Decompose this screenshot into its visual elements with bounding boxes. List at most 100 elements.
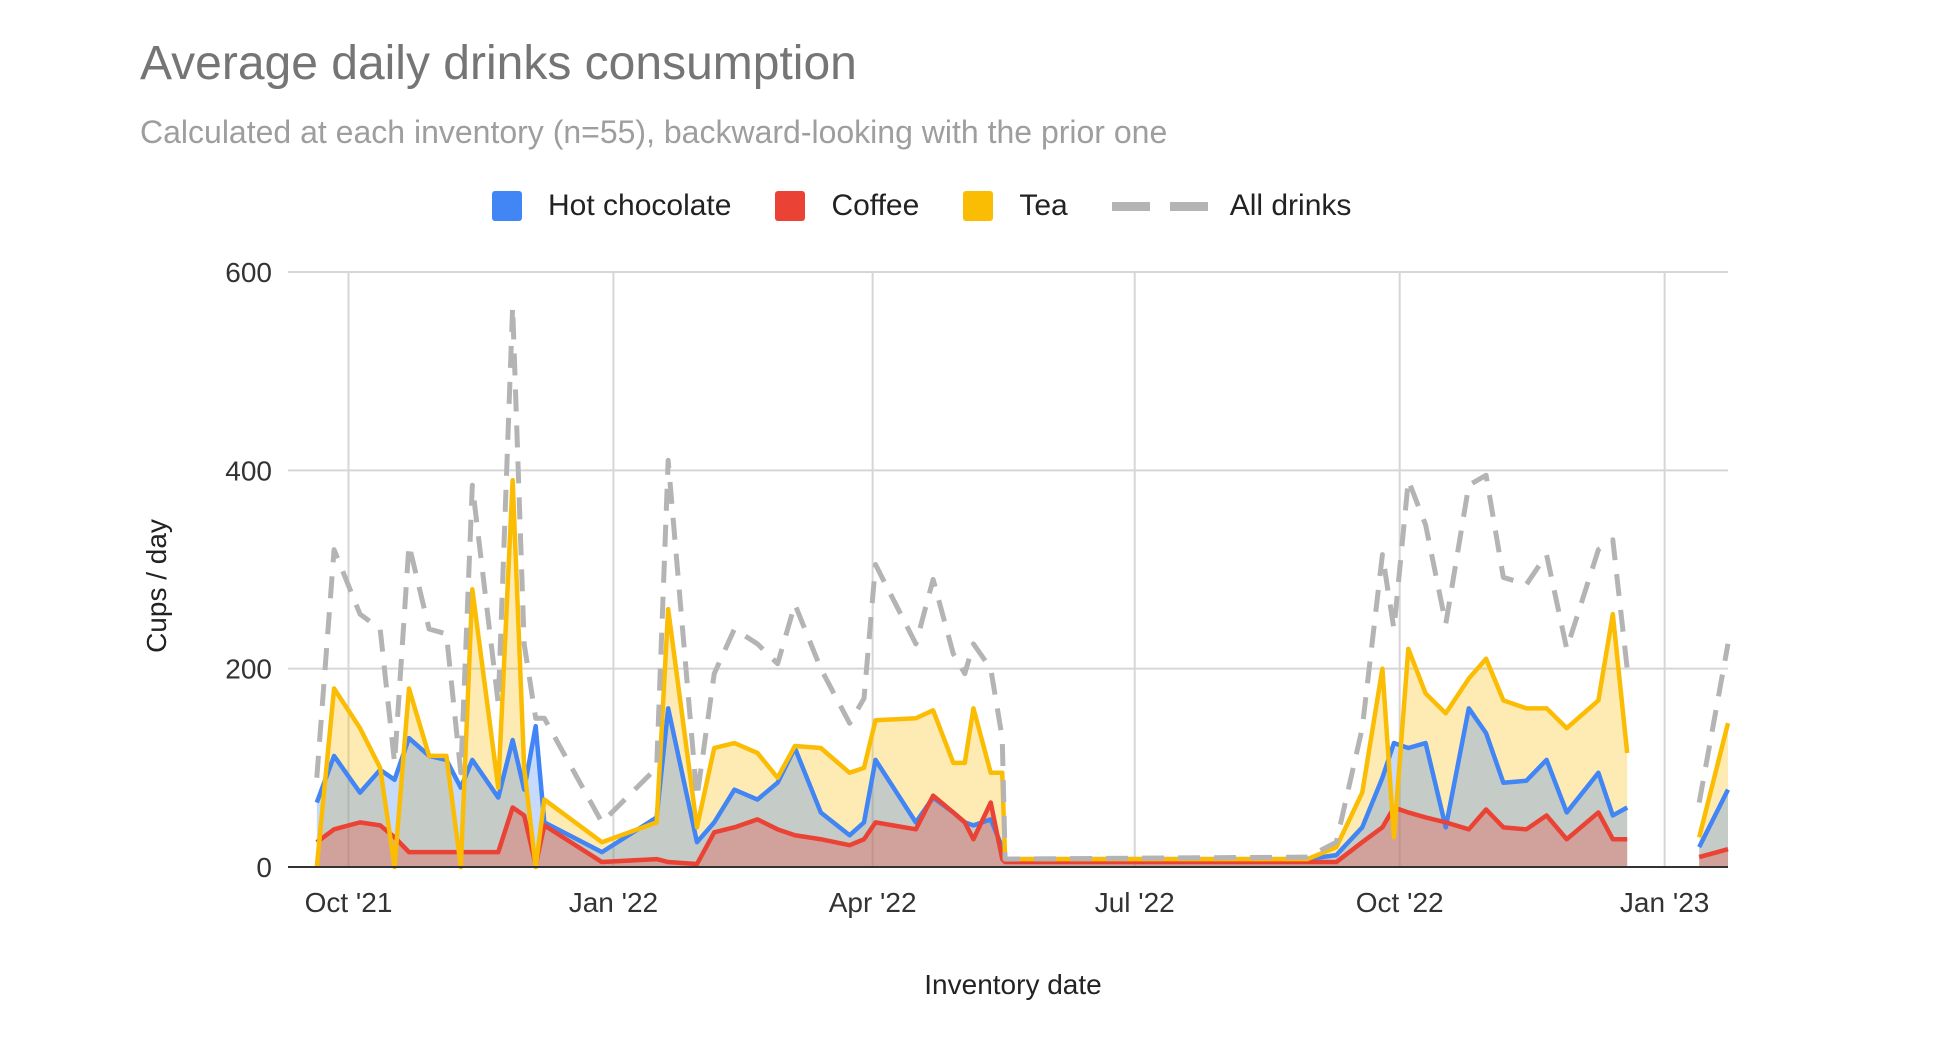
line-hot-chocolate [1697,788,1731,849]
point-all [1424,523,1428,527]
point-coffee [931,794,935,798]
point-hot-chocolate [874,758,878,762]
point-hot-chocolate [848,833,852,837]
point-coffee [951,810,955,814]
x-tick-label: Oct '21 [305,887,393,918]
x-tick-label: Apr '22 [829,887,917,918]
legend-label-hot-chocolate: Hot chocolate [548,189,732,222]
point-coffee [358,820,362,824]
point-hot-chocolate [755,798,759,802]
point-tea [332,687,336,691]
point-all [1306,855,1310,859]
point-coffee [444,850,448,854]
y-tick-label: 200 [225,654,272,685]
point-tea [666,607,670,611]
point-coffee [1697,855,1701,859]
point-hot-chocolate [1444,825,1448,829]
point-coffee [1625,837,1629,841]
line-coffee [315,793,1628,868]
point-hot-chocolate [600,850,604,854]
point-all [712,672,716,676]
point-tea [1484,657,1488,661]
line-all [314,304,1630,862]
point-all [1334,840,1338,844]
point-hot-chocolate [1501,781,1505,785]
point-all [522,642,526,646]
x-tick-label: Jan '22 [569,887,658,918]
point-coffee [971,837,975,841]
point-coffee [793,833,797,837]
point-hot-chocolate [407,736,411,740]
point-all [666,458,670,462]
point-hot-chocolate [496,796,500,800]
point-all [1524,582,1528,586]
point-tea [1524,706,1528,710]
x-tick-label: Jul '22 [1095,887,1175,918]
point-all [1596,548,1600,552]
point-all [1625,667,1629,671]
point-hot-chocolate [393,778,397,782]
point-tea [1697,835,1701,839]
point-coffee [1467,827,1471,831]
point-tea [848,771,852,775]
point-all [444,632,448,636]
point-all [358,612,362,616]
point-all [1003,857,1007,861]
legend-item-coffee[interactable]: Coffee [775,189,919,223]
point-tea [1726,721,1730,725]
point-coffee [427,850,431,854]
legend-item-tea[interactable]: Tea [963,189,1068,223]
point-all [332,548,336,552]
point-coffee [1501,825,1505,829]
y-tick-label: 400 [225,455,272,486]
point-tea [600,840,604,844]
point-hot-chocolate [1380,776,1384,780]
point-tea [542,798,546,802]
point-coffee [862,837,866,841]
legend-swatch-tea [963,191,994,221]
point-hot-chocolate [315,801,319,805]
point-all [1444,622,1448,626]
point-hot-chocolate [1545,758,1549,762]
point-tea [1565,726,1569,730]
point-all [951,652,955,656]
area-coffee [1699,849,1728,867]
point-all [1467,483,1471,487]
point-all [989,667,993,671]
point-all [378,627,382,631]
legend-item-hot-chocolate[interactable]: Hot chocolate [492,189,731,223]
point-all [534,716,538,720]
point-hot-chocolate [1392,741,1396,745]
chart-subtitle: Calculated at each inventory (n=55), bac… [140,114,1168,150]
point-tea [1392,835,1396,839]
point-coffee [600,860,604,864]
point-all [427,627,431,631]
point-hot-chocolate [1611,813,1615,817]
point-tea [1424,691,1428,695]
point-coffee [666,860,670,864]
point-tea [427,754,431,758]
point-all [1545,553,1549,557]
point-coffee [695,862,699,866]
point-hot-chocolate [1406,746,1410,750]
point-hot-chocolate [332,754,336,758]
point-coffee [732,825,736,829]
point-hot-chocolate [358,791,362,795]
legend-label-all-drinks: All drinks [1229,189,1352,222]
legend-swatch-coffee [775,191,806,221]
point-tea [951,761,955,765]
point-hot-chocolate [1565,810,1569,814]
point-coffee [1524,827,1528,831]
line-tea [314,478,1630,870]
point-hot-chocolate [1625,806,1629,810]
point-all [1697,801,1701,805]
point-hot-chocolate [511,738,515,742]
point-tea [914,716,918,720]
legend-item-all-drinks[interactable]: All drinks [1111,189,1352,223]
point-all [496,701,500,705]
legend-swatch-hot-chocolate [492,191,522,221]
point-tea [1444,711,1448,715]
point-all [600,820,604,824]
point-all [819,667,823,671]
x-axis-ticks: Oct '21 Jan '22 Apr '22 Jul '22 Oct '22 Jan '… [305,887,1710,918]
